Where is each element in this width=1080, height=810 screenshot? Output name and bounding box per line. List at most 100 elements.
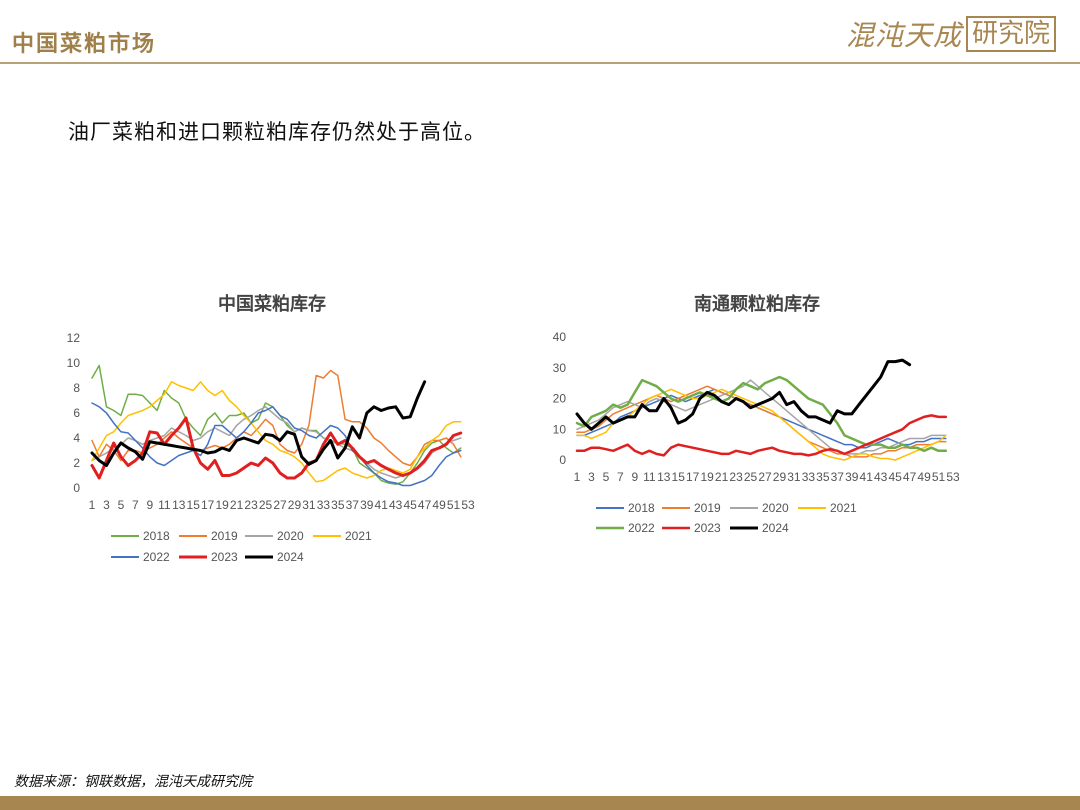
y-tick-label: 20 bbox=[553, 392, 567, 406]
x-tick-label: 23 bbox=[244, 498, 258, 512]
legend-label-2019: 2019 bbox=[211, 529, 238, 543]
x-tick-label: 19 bbox=[700, 470, 714, 484]
x-tick-label: 51 bbox=[932, 470, 946, 484]
x-tick-label: 5 bbox=[118, 498, 125, 512]
y-tick-label: 40 bbox=[553, 330, 567, 344]
x-tick-label: 11 bbox=[643, 470, 656, 484]
x-tick-label: 21 bbox=[230, 498, 244, 512]
series-line-2019 bbox=[576, 385, 947, 458]
x-tick-label: 25 bbox=[744, 470, 758, 484]
series-line-2022 bbox=[575, 375, 948, 453]
x-tick-label: 31 bbox=[787, 470, 801, 484]
x-tick-label: 19 bbox=[215, 498, 229, 512]
series-line-2020 bbox=[576, 379, 947, 455]
legend-label-2023: 2023 bbox=[694, 521, 721, 535]
legend-label-2020: 2020 bbox=[762, 501, 789, 515]
x-tick-label: 53 bbox=[946, 470, 960, 484]
chart-title: 南通颗粒粕库存 bbox=[694, 293, 820, 315]
x-tick-label: 7 bbox=[132, 498, 139, 512]
x-tick-label: 5 bbox=[603, 470, 610, 484]
series-line-2023 bbox=[90, 416, 463, 480]
series-line-2023 bbox=[575, 414, 948, 457]
header-divider bbox=[0, 62, 1080, 64]
x-tick-label: 7 bbox=[617, 470, 624, 484]
data-source-note: 数据来源：钢联数据，混沌天成研究院 bbox=[14, 774, 252, 790]
x-tick-label: 33 bbox=[317, 498, 331, 512]
x-tick-label: 27 bbox=[273, 498, 287, 512]
y-tick-label: 10 bbox=[553, 422, 567, 436]
x-tick-label: 49 bbox=[917, 470, 931, 484]
legend-label-2024: 2024 bbox=[277, 550, 304, 564]
y-tick-label: 8 bbox=[73, 381, 80, 395]
x-tick-label: 3 bbox=[103, 498, 110, 512]
x-tick-label: 47 bbox=[418, 498, 432, 512]
x-tick-label: 9 bbox=[632, 470, 639, 484]
x-tick-label: 13 bbox=[657, 470, 671, 484]
page-header-title: 中国菜粕市场 bbox=[12, 31, 157, 57]
legend-label-2022: 2022 bbox=[143, 550, 170, 564]
legend-label-2021: 2021 bbox=[345, 529, 372, 543]
logo-text: 混沌天成 bbox=[845, 19, 962, 52]
x-tick-label: 21 bbox=[715, 470, 729, 484]
x-tick-label: 13 bbox=[172, 498, 186, 512]
x-tick-label: 17 bbox=[686, 470, 700, 484]
legend-label-2018: 2018 bbox=[628, 501, 655, 515]
y-tick-label: 30 bbox=[553, 361, 567, 375]
x-tick-label: 37 bbox=[831, 470, 845, 484]
legend-label-2020: 2020 bbox=[277, 529, 304, 543]
series-line-2019 bbox=[91, 369, 462, 467]
y-tick-label: 2 bbox=[73, 456, 80, 470]
x-tick-label: 15 bbox=[187, 498, 201, 512]
legend-label-2018: 2018 bbox=[143, 529, 170, 543]
y-tick-label: 10 bbox=[67, 356, 81, 370]
x-tick-label: 11 bbox=[158, 498, 171, 512]
x-tick-label: 37 bbox=[346, 498, 360, 512]
series-line-2021 bbox=[91, 381, 462, 483]
footer-bar bbox=[0, 796, 1080, 810]
logo-boxed-text: 研究院 bbox=[965, 16, 1056, 52]
y-tick-label: 6 bbox=[73, 406, 80, 420]
legend-label-2019: 2019 bbox=[694, 501, 721, 515]
x-tick-label: 1 bbox=[574, 470, 581, 484]
x-tick-label: 17 bbox=[201, 498, 215, 512]
x-tick-label: 31 bbox=[302, 498, 316, 512]
x-tick-label: 43 bbox=[874, 470, 888, 484]
x-tick-label: 41 bbox=[375, 498, 389, 512]
x-tick-label: 33 bbox=[802, 470, 816, 484]
y-tick-label: 4 bbox=[73, 431, 80, 445]
series-line-2024 bbox=[575, 358, 912, 431]
x-tick-label: 25 bbox=[259, 498, 273, 512]
x-tick-label: 53 bbox=[461, 498, 475, 512]
series-line-2020 bbox=[91, 406, 462, 479]
x-tick-label: 23 bbox=[729, 470, 743, 484]
series-line-2022 bbox=[91, 402, 462, 487]
x-tick-label: 1 bbox=[89, 498, 96, 512]
x-tick-label: 51 bbox=[447, 498, 461, 512]
x-tick-label: 35 bbox=[331, 498, 345, 512]
legend-label-2023: 2023 bbox=[211, 550, 238, 564]
x-tick-label: 43 bbox=[389, 498, 403, 512]
y-tick-label: 12 bbox=[67, 331, 81, 345]
legend-label-2024: 2024 bbox=[762, 521, 789, 535]
x-tick-label: 29 bbox=[288, 498, 302, 512]
x-tick-label: 29 bbox=[773, 470, 787, 484]
brand-logo: 混沌天成 研究院 bbox=[846, 14, 1056, 54]
x-tick-label: 45 bbox=[888, 470, 902, 484]
y-tick-label: 0 bbox=[559, 453, 566, 467]
x-tick-label: 35 bbox=[816, 470, 830, 484]
x-tick-label: 27 bbox=[758, 470, 772, 484]
legend-label-2021: 2021 bbox=[830, 501, 857, 515]
series-line-2024 bbox=[90, 380, 427, 467]
slide-subtitle: 油厂菜粕和进口颗粒粕库存仍然处于高位。 bbox=[68, 120, 486, 144]
x-tick-label: 49 bbox=[432, 498, 446, 512]
x-tick-label: 3 bbox=[588, 470, 595, 484]
legend-label-2022: 2022 bbox=[628, 521, 655, 535]
y-tick-label: 0 bbox=[73, 481, 80, 495]
x-tick-label: 41 bbox=[860, 470, 874, 484]
x-tick-label: 45 bbox=[403, 498, 417, 512]
series-line-2021 bbox=[576, 388, 947, 461]
x-tick-label: 39 bbox=[845, 470, 859, 484]
